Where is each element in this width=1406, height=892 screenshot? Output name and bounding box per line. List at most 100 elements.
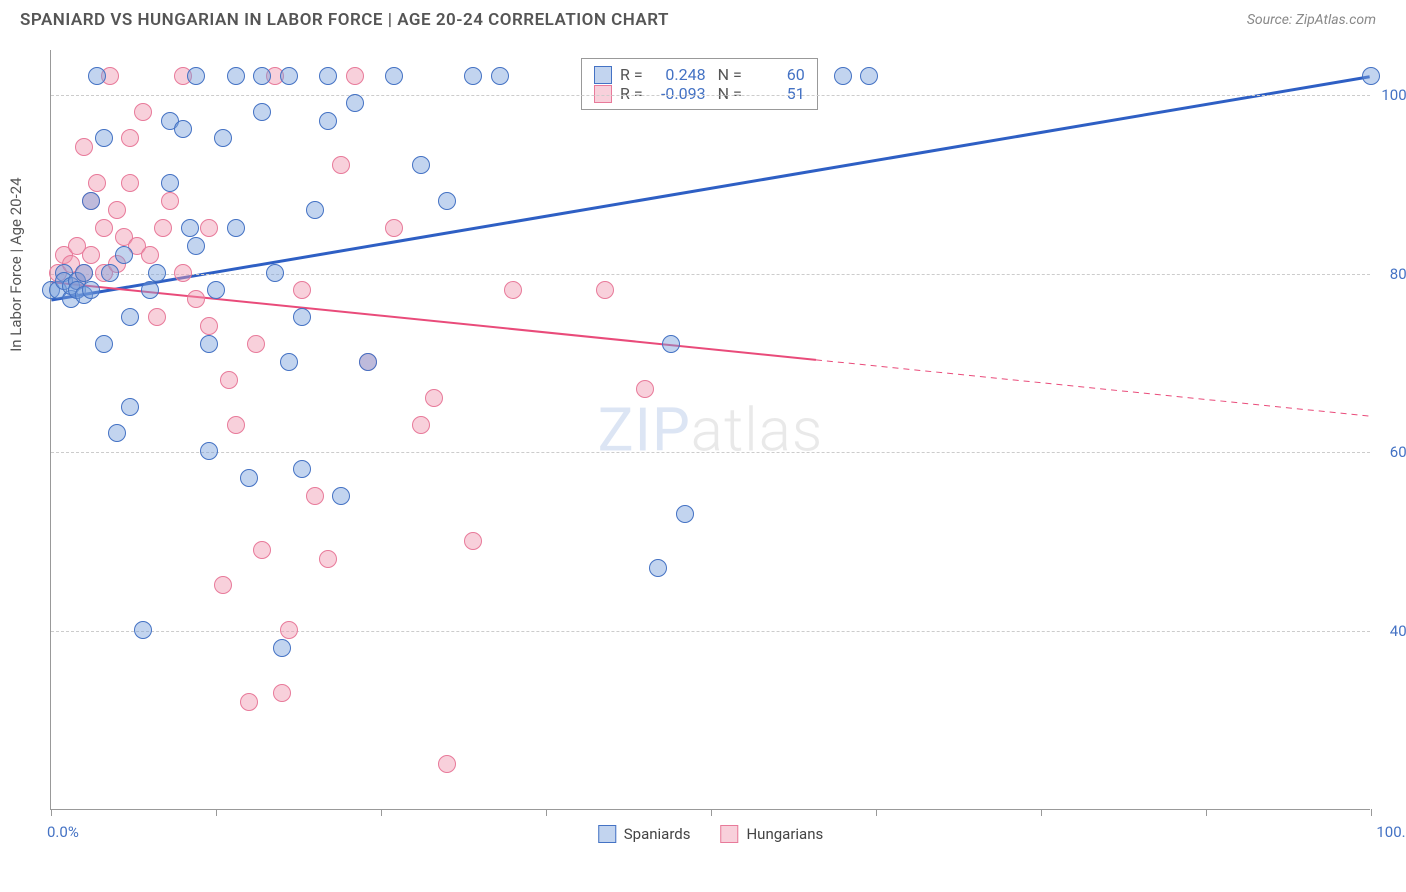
- legend-label: Hungarians: [746, 825, 823, 843]
- spaniards-point: [253, 67, 271, 85]
- x-axis-max-label: 100.0%: [1376, 823, 1406, 841]
- x-tick: [876, 809, 877, 816]
- gridline-h: [51, 95, 1370, 96]
- hungarians-point: [306, 487, 324, 505]
- corr-r-value: 0.248: [651, 65, 706, 84]
- spaniards-point: [88, 67, 106, 85]
- spaniards-point: [319, 112, 337, 130]
- hungarians-point: [464, 532, 482, 550]
- hungarians-point: [121, 129, 139, 147]
- hungarians-point: [161, 192, 179, 210]
- corr-n-value: 60: [750, 65, 805, 84]
- spaniards-point: [75, 264, 93, 282]
- spaniards-point: [1362, 67, 1380, 85]
- corr-r-label: R =: [620, 65, 643, 84]
- spaniards-point: [174, 120, 192, 138]
- corr-row-hungarians: R =-0.093 N =51: [594, 84, 805, 103]
- hungarians-swatch-icon: [720, 825, 738, 843]
- hungarians-point: [88, 174, 106, 192]
- hungarians-point: [385, 219, 403, 237]
- x-tick: [1371, 809, 1372, 816]
- x-axis-min-label: 0.0%: [47, 823, 79, 841]
- spaniards-point: [266, 264, 284, 282]
- hungarians-point: [220, 371, 238, 389]
- hungarians-point: [293, 281, 311, 299]
- hungarians-point: [108, 201, 126, 219]
- x-tick: [711, 809, 712, 816]
- spaniards-point: [280, 67, 298, 85]
- chart-title: SPANIARD VS HUNGARIAN IN LABOR FORCE | A…: [20, 10, 669, 30]
- hungarians-point: [187, 290, 205, 308]
- hungarians-point: [596, 281, 614, 299]
- spaniards-point: [141, 281, 159, 299]
- spaniards-point: [649, 559, 667, 577]
- chart-plot-area: In Labor Force | Age 20-24 ZIPatlas R =0…: [50, 50, 1370, 810]
- corr-row-spaniards: R = 0.248 N = 60: [594, 65, 805, 84]
- spaniards-point: [134, 621, 152, 639]
- hungarians-point: [134, 103, 152, 121]
- gridline-h: [51, 452, 1370, 453]
- y-tick-label: 60.0%: [1390, 443, 1406, 461]
- corr-r-label: R =: [620, 84, 643, 103]
- spaniards-point: [412, 156, 430, 174]
- spaniards-point: [293, 460, 311, 478]
- spaniards-point: [121, 398, 139, 416]
- spaniards-point: [860, 67, 878, 85]
- x-tick: [546, 809, 547, 816]
- spaniards-point: [121, 308, 139, 326]
- spaniards-point: [214, 129, 232, 147]
- spaniards-point: [82, 192, 100, 210]
- hungarians-point: [504, 281, 522, 299]
- y-tick-label: 40.0%: [1390, 622, 1406, 640]
- series-legend: Spaniards Hungarians: [598, 825, 824, 843]
- corr-n-value: 51: [750, 84, 805, 103]
- hungarians-point: [82, 246, 100, 264]
- hungarians-point: [214, 576, 232, 594]
- hungarians-point: [174, 264, 192, 282]
- y-axis-title: In Labor Force | Age 20-24: [7, 177, 25, 351]
- y-tick-label: 100.0%: [1381, 86, 1406, 104]
- hungarians-point: [240, 693, 258, 711]
- hungarians-point: [200, 317, 218, 335]
- hungarians-point: [253, 541, 271, 559]
- hungarians-point: [95, 219, 113, 237]
- hungarians-point: [247, 335, 265, 353]
- gridline-h: [51, 274, 1370, 275]
- hungarians-point: [412, 416, 430, 434]
- hungarians-point: [280, 621, 298, 639]
- spaniards-point: [115, 246, 133, 264]
- legend-item-hungarians: Hungarians: [720, 825, 823, 843]
- spaniards-point: [227, 67, 245, 85]
- spaniards-point: [676, 505, 694, 523]
- spaniards-point: [187, 67, 205, 85]
- x-tick: [51, 809, 52, 816]
- spaniards-point: [662, 335, 680, 353]
- hungarians-point: [154, 219, 172, 237]
- x-tick: [1206, 809, 1207, 816]
- spaniards-point: [491, 67, 509, 85]
- spaniards-point: [280, 353, 298, 371]
- spaniards-point: [82, 281, 100, 299]
- spaniards-point: [207, 281, 225, 299]
- hungarians-point: [319, 550, 337, 568]
- spaniards-point: [148, 264, 166, 282]
- hungarians-trendline: [51, 282, 816, 360]
- spaniards-point: [200, 442, 218, 460]
- spaniards-point: [181, 219, 199, 237]
- spaniards-point: [464, 67, 482, 85]
- spaniards-point: [95, 335, 113, 353]
- corr-n-label: N =: [714, 65, 742, 84]
- hungarians-point: [438, 755, 456, 773]
- hungarians-trendline-extrapolated: [816, 360, 1370, 416]
- legend-item-spaniards: Spaniards: [598, 825, 691, 843]
- hungarians-point: [121, 174, 139, 192]
- spaniards-point: [227, 219, 245, 237]
- hungarians-point: [425, 389, 443, 407]
- corr-r-value: -0.093: [651, 84, 706, 103]
- spaniards-point: [293, 308, 311, 326]
- spaniards-swatch-icon: [594, 66, 612, 84]
- hungarians-point: [141, 246, 159, 264]
- y-tick-label: 80.0%: [1390, 265, 1406, 283]
- hungarians-point: [227, 416, 245, 434]
- correlation-legend: R = 0.248 N = 60R = -0.093 N = 51: [581, 58, 818, 110]
